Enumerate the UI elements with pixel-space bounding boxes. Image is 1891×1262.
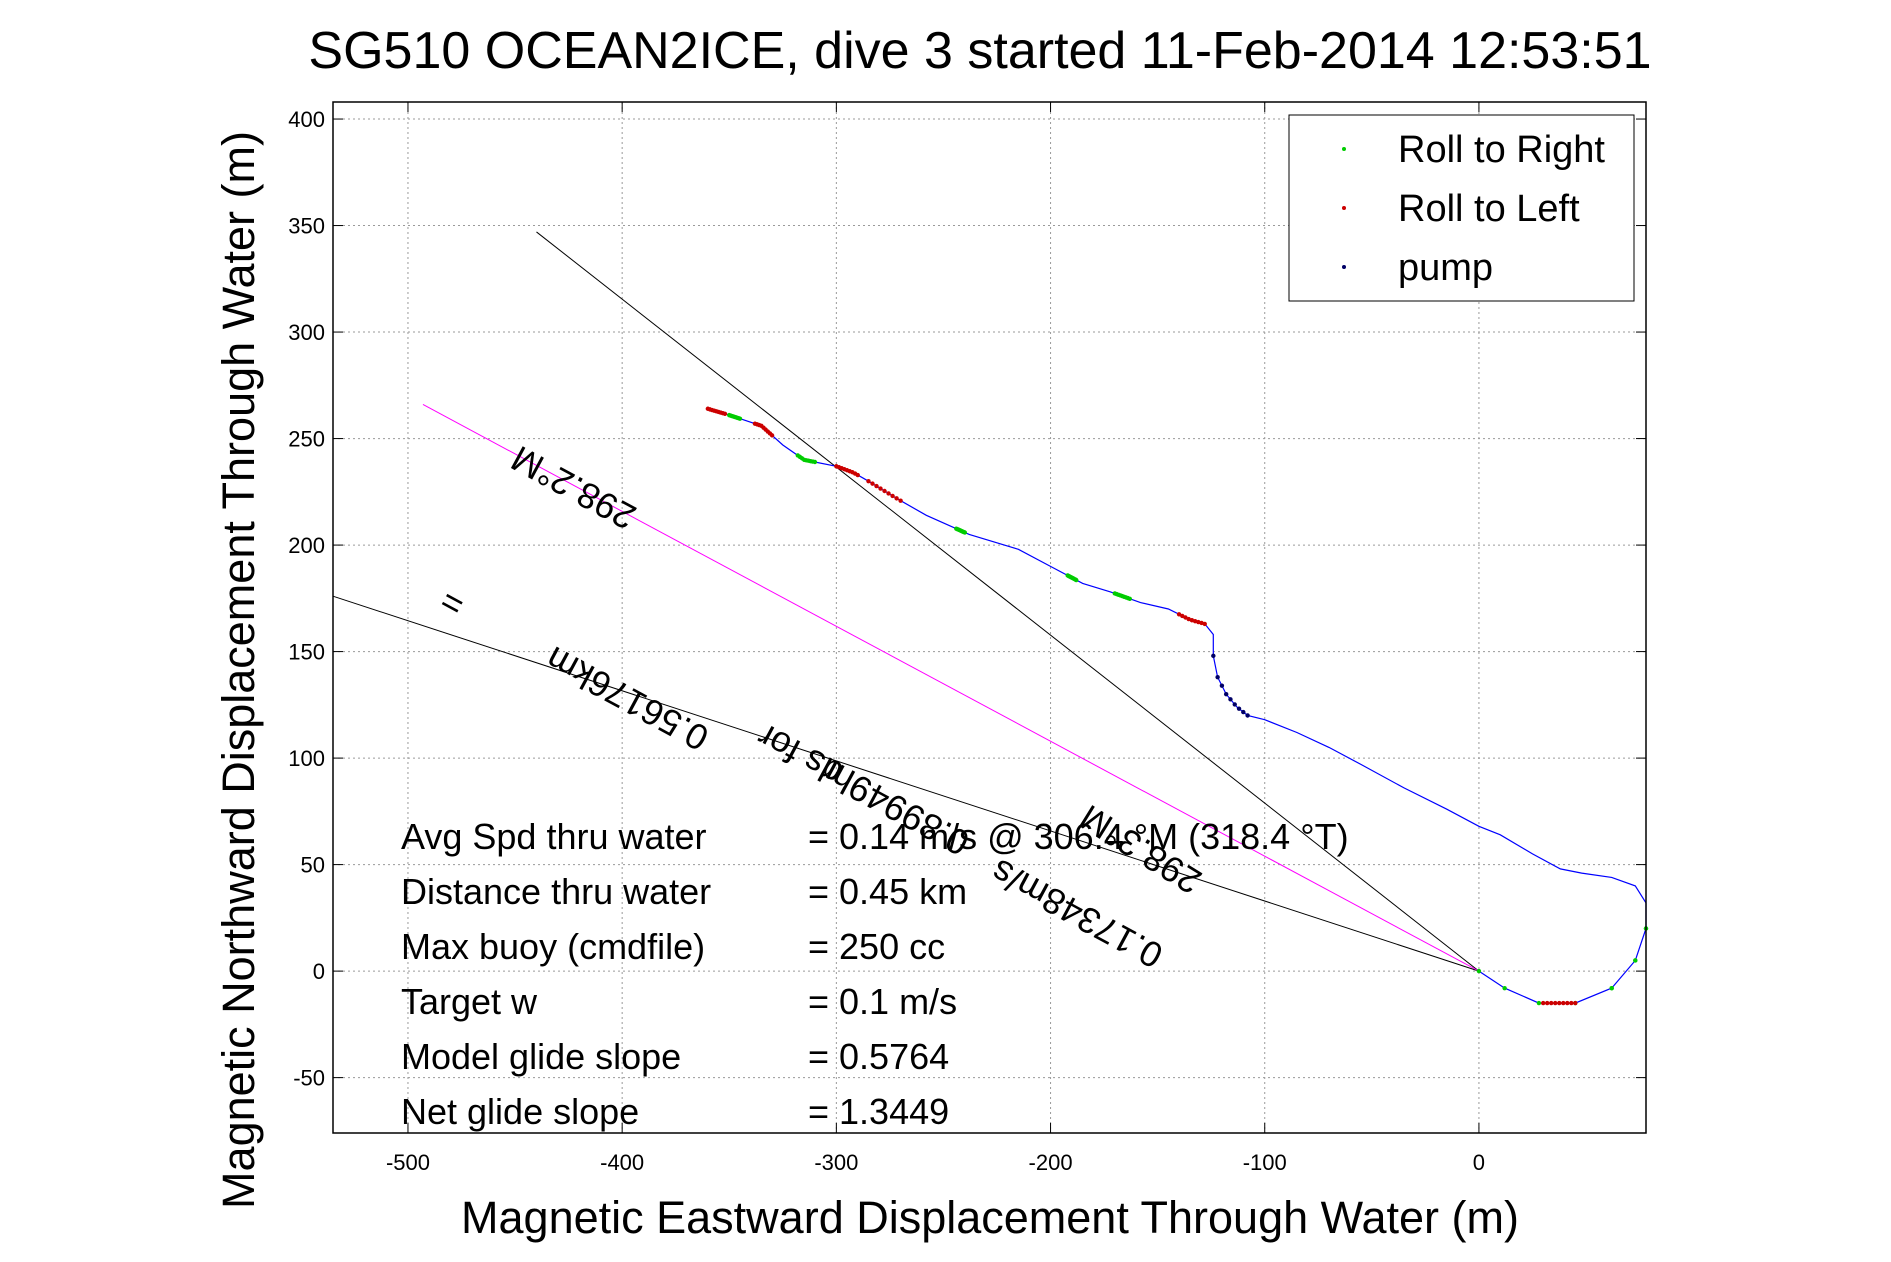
stat-label: Net glide slope <box>401 1091 639 1132</box>
stat-value: = 0.45 km <box>808 871 967 912</box>
roll-left-marker <box>898 498 903 503</box>
reference-line <box>332 595 1480 972</box>
pump-marker <box>1232 702 1237 707</box>
pump-marker <box>1219 683 1225 688</box>
roll-left-marker <box>1565 1000 1570 1006</box>
grid <box>333 102 1646 1133</box>
roll-right-marker <box>795 453 800 458</box>
y-tick-label: 100 <box>288 746 325 771</box>
x-axis-label: Magnetic Eastward Displacement Through W… <box>461 1192 1519 1243</box>
legend-box <box>1288 114 1635 302</box>
roll-right-marker <box>954 526 959 531</box>
x-tick-label: -200 <box>1029 1150 1073 1175</box>
pump-marker <box>1223 691 1229 697</box>
roll-left-marker <box>752 421 758 426</box>
stat-label: Target w <box>401 981 538 1022</box>
legend-label: pump <box>1398 247 1493 289</box>
pump-marker <box>1241 709 1246 715</box>
legend-label: Roll to Left <box>1398 188 1580 230</box>
roll-left-marker <box>1561 1000 1566 1006</box>
roll-right-marker <box>1065 573 1070 578</box>
roll-left-marker <box>886 491 891 496</box>
pump-marker <box>1236 706 1242 711</box>
x-tick-label: -100 <box>1243 1150 1287 1175</box>
y-tick-label: -50 <box>293 1066 325 1091</box>
roll-left-marker <box>1557 1000 1562 1006</box>
marker-layer <box>705 406 1649 1006</box>
roll-left-marker <box>1549 1000 1554 1006</box>
x-tick-label: 0 <box>1473 1150 1485 1175</box>
y-tick-label: 150 <box>288 640 325 665</box>
y-tick-label: 0 <box>313 959 325 984</box>
stat-label: Avg Spd thru water <box>401 816 707 857</box>
stat-value: = 0.1 m/s <box>808 981 957 1022</box>
stat-label: Max buoy (cmdfile) <box>401 926 705 967</box>
pump-marker <box>1215 674 1220 680</box>
axis-ticks: -500 -400 -300 -200 -100 0-500501001502002503… <box>288 102 1646 1175</box>
y-tick-label: 50 <box>301 853 325 878</box>
roll-left-marker <box>870 481 875 486</box>
reference-lines <box>332 231 1480 972</box>
stat-value: = 0.5764 <box>808 1036 949 1077</box>
roll-right-marker <box>1536 1000 1542 1006</box>
roll-left-marker <box>1545 1000 1550 1006</box>
y-tick-label: 350 <box>288 214 325 239</box>
legend-marker <box>1342 206 1346 210</box>
chart-title: SG510 OCEAN2ICE, dive 3 started 11-Feb-2… <box>308 22 1651 80</box>
y-tick-label: 400 <box>288 107 325 132</box>
stat-value: = 0.14 m/s @ 306.4 °M (318.4 °T) <box>808 816 1349 857</box>
x-tick-label: -500 <box>386 1150 430 1175</box>
legend: Roll to Right Roll to Left pump <box>1288 114 1635 302</box>
roll-right-marker <box>1609 985 1614 991</box>
roll-left-marker <box>1176 612 1182 617</box>
stats-layer: Avg Spd thru water = 0.14 m/s @ 306.4 °M … <box>401 816 1349 1132</box>
roll-left-marker <box>882 488 887 494</box>
x-tick-label: -400 <box>600 1150 644 1175</box>
reference-line <box>536 231 1480 972</box>
legend-marker <box>1342 147 1346 151</box>
roll-left-marker <box>890 493 895 499</box>
roll-left-marker <box>1569 1000 1574 1006</box>
roll-right-marker <box>1112 591 1118 596</box>
y-tick-label: 200 <box>288 533 325 558</box>
roll-left-marker <box>834 464 839 469</box>
roll-left-marker <box>1553 1000 1558 1006</box>
roll-left-marker <box>878 486 883 491</box>
y-axis-label: Magnetic Northward Displacement Through … <box>213 131 264 1209</box>
legend-label: Roll to Right <box>1398 129 1605 171</box>
reference-line <box>422 404 1480 972</box>
stat-value: = 250 cc <box>808 926 945 967</box>
roll-right-marker <box>1476 968 1482 974</box>
stat-label: Distance thru water <box>401 871 711 912</box>
roll-left-marker <box>1540 1000 1546 1006</box>
pump-marker <box>1245 713 1250 718</box>
roll-left-marker <box>866 478 871 484</box>
stat-label: Model glide slope <box>401 1036 681 1077</box>
y-tick-label: 300 <box>288 320 325 345</box>
pump-marker <box>1228 697 1233 702</box>
plot-frame <box>332 101 1647 1134</box>
stat-value: = 1.3449 <box>808 1091 949 1132</box>
roll-left-marker <box>705 406 711 411</box>
roll-left-marker <box>894 496 899 501</box>
roll-left-marker <box>874 483 879 489</box>
roll-left-marker <box>1573 1000 1578 1006</box>
pump-marker <box>1211 653 1216 659</box>
y-tick-label: 250 <box>288 427 325 452</box>
legend-marker <box>1342 265 1346 269</box>
roll-right-marker <box>1502 985 1507 991</box>
roll-right-marker <box>1633 958 1638 963</box>
roll-right-marker <box>727 412 732 418</box>
x-tick-label: -300 <box>814 1150 858 1175</box>
